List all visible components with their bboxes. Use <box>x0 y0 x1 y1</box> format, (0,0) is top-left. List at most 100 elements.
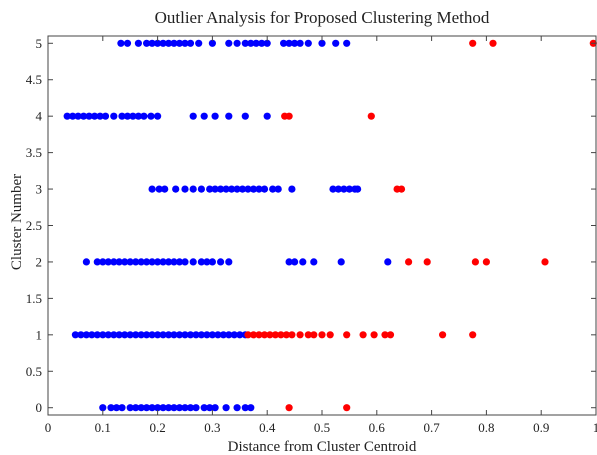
data-point-blue <box>91 112 99 120</box>
data-point-blue <box>255 185 263 193</box>
x-tick-label: 0.2 <box>149 420 165 435</box>
data-point-blue <box>85 112 93 120</box>
data-point-red <box>244 331 252 339</box>
data-point-blue <box>192 404 200 412</box>
data-point-blue <box>206 404 214 412</box>
plot-frame <box>47 35 597 416</box>
data-point-blue <box>74 112 82 120</box>
data-point-blue <box>186 404 195 412</box>
x-tick-label: 0.3 <box>204 420 220 435</box>
data-point-blue <box>112 404 121 412</box>
x-tick-label: 0 <box>45 420 52 435</box>
data-point-blue <box>186 39 195 47</box>
data-point-blue <box>197 258 205 266</box>
data-point-blue <box>241 39 249 47</box>
data-point-blue <box>143 258 151 266</box>
data-point-red <box>370 331 378 339</box>
data-point-blue <box>200 404 208 412</box>
data-point-red <box>423 258 431 266</box>
y-tick-label: 2.5 <box>26 218 42 233</box>
data-point-blue <box>107 404 115 412</box>
data-point-blue <box>203 258 211 266</box>
data-point-blue <box>159 404 167 412</box>
data-point-blue <box>159 39 167 47</box>
data-point-blue <box>214 331 222 339</box>
data-point-blue <box>82 258 90 266</box>
data-point-blue <box>238 185 247 193</box>
data-point-blue <box>175 404 184 412</box>
data-point-blue <box>121 258 129 266</box>
data-point-blue <box>334 185 342 193</box>
y-tick-label: 3.5 <box>26 145 42 160</box>
data-point-blue <box>296 39 304 47</box>
y-tick-label: 0.5 <box>26 364 42 379</box>
data-point-red <box>282 331 290 339</box>
data-point-blue <box>123 112 132 120</box>
data-point-blue <box>211 404 219 412</box>
data-point-blue <box>197 185 205 193</box>
data-point-red <box>285 112 293 120</box>
y-tick-label: 0 <box>36 400 43 415</box>
data-point-blue <box>345 185 353 193</box>
data-point-blue <box>82 331 90 339</box>
data-point-blue <box>137 331 145 339</box>
data-point-red <box>318 331 326 339</box>
data-point-blue <box>121 331 129 339</box>
data-point-blue <box>244 185 252 193</box>
data-point-blue <box>170 258 178 266</box>
data-point-blue <box>285 39 293 47</box>
data-point-blue <box>147 112 155 120</box>
data-point-blue <box>195 39 203 47</box>
data-point-blue <box>154 258 162 266</box>
data-point-blue <box>329 185 337 193</box>
data-point-blue <box>110 112 118 120</box>
data-point-red <box>397 185 406 193</box>
data-point-blue <box>263 39 271 47</box>
data-point-blue <box>117 39 125 47</box>
data-point-blue <box>225 39 233 47</box>
data-point-red <box>343 331 351 339</box>
data-point-blue <box>310 258 318 266</box>
data-point-blue <box>211 185 219 193</box>
data-point-blue <box>165 331 173 339</box>
data-point-blue <box>222 404 230 412</box>
data-point-red <box>469 39 477 47</box>
data-point-blue <box>134 112 142 120</box>
y-tick-label: 5 <box>36 36 43 51</box>
data-point-blue <box>96 112 104 120</box>
data-point-blue <box>299 258 307 266</box>
data-point-blue <box>132 258 140 266</box>
data-point-blue <box>140 112 148 120</box>
data-point-red <box>288 331 296 339</box>
data-point-blue <box>126 258 134 266</box>
data-point-blue <box>172 185 180 193</box>
data-point-blue <box>118 404 126 412</box>
data-point-blue <box>249 185 258 193</box>
data-point-blue <box>203 331 211 339</box>
data-point-red <box>277 331 285 339</box>
data-point-blue <box>280 39 288 47</box>
data-point-blue <box>208 39 216 47</box>
data-point-red <box>471 258 479 266</box>
data-point-blue <box>129 112 137 120</box>
data-point-blue <box>99 404 107 412</box>
data-point-blue <box>186 331 195 339</box>
data-point-blue <box>200 112 208 120</box>
data-point-blue <box>233 185 241 193</box>
data-point-blue <box>288 185 296 193</box>
data-point-blue <box>274 185 282 193</box>
data-point-blue <box>170 404 178 412</box>
data-point-blue <box>93 331 101 339</box>
data-point-blue <box>225 258 233 266</box>
data-point-blue <box>99 258 107 266</box>
data-point-blue <box>115 331 123 339</box>
data-point-blue <box>189 258 197 266</box>
data-point-blue <box>99 331 107 339</box>
data-point-blue <box>225 331 233 339</box>
data-point-blue <box>181 185 189 193</box>
data-point-blue <box>233 39 241 47</box>
data-point-blue <box>247 39 255 47</box>
data-point-red <box>367 112 375 120</box>
data-point-blue <box>154 112 162 120</box>
data-point-blue <box>332 39 340 47</box>
